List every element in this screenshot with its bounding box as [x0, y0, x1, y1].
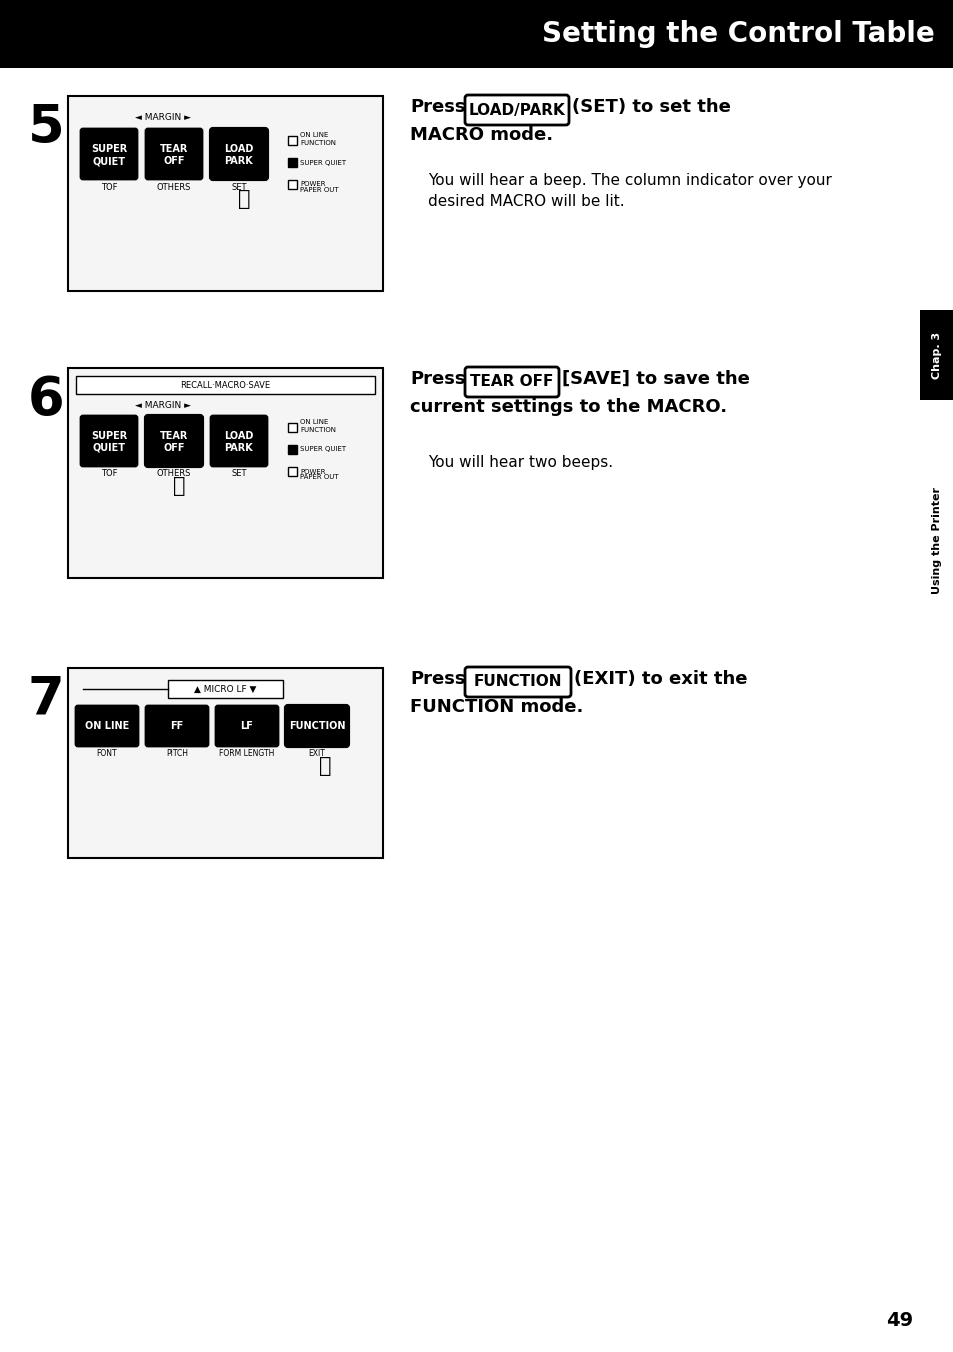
Text: FONT: FONT	[96, 749, 117, 758]
Text: SUPER QUIET: SUPER QUIET	[299, 446, 346, 453]
FancyBboxPatch shape	[211, 128, 267, 178]
FancyBboxPatch shape	[81, 128, 137, 178]
Text: LF: LF	[240, 721, 253, 731]
Bar	[288, 445, 296, 454]
Text: You will hear two beeps.: You will hear two beeps.	[428, 456, 613, 470]
Text: TEAR: TEAR	[160, 145, 188, 154]
Text: Press: Press	[410, 671, 465, 688]
Text: LOAD/PARK: LOAD/PARK	[468, 103, 565, 118]
Text: OFF: OFF	[163, 155, 185, 166]
Text: 5: 5	[28, 101, 65, 154]
Text: ✋: ✋	[172, 476, 185, 496]
Text: ON LINE: ON LINE	[299, 132, 328, 138]
Bar	[68, 368, 382, 579]
Bar	[919, 310, 953, 400]
FancyBboxPatch shape	[146, 706, 208, 746]
Bar	[288, 466, 296, 476]
Text: FUNCTION mode.: FUNCTION mode.	[410, 698, 583, 717]
Bar	[288, 423, 296, 433]
FancyBboxPatch shape	[146, 128, 202, 178]
Text: SUPER: SUPER	[91, 431, 127, 441]
Text: FF: FF	[171, 721, 183, 731]
Text: POWER: POWER	[299, 469, 325, 475]
Bar	[68, 96, 382, 291]
Text: Chap. 3: Chap. 3	[931, 331, 941, 379]
Text: PAPER OUT: PAPER OUT	[299, 475, 338, 480]
Text: PARK: PARK	[224, 443, 253, 453]
Text: FUNCTION: FUNCTION	[299, 141, 335, 146]
Text: POWER: POWER	[299, 181, 325, 188]
Text: PITCH: PITCH	[166, 749, 188, 758]
Text: LOAD: LOAD	[224, 431, 253, 441]
FancyBboxPatch shape	[76, 706, 138, 746]
Text: PAPER OUT: PAPER OUT	[299, 187, 338, 193]
Bar	[168, 680, 283, 698]
Text: ON LINE: ON LINE	[85, 721, 129, 731]
Text: QUIET: QUIET	[92, 155, 126, 166]
Text: SET: SET	[231, 469, 247, 479]
Text: (SET) to set the: (SET) to set the	[572, 97, 730, 116]
Bar	[68, 668, 382, 859]
FancyBboxPatch shape	[81, 416, 137, 466]
Text: SUPER QUIET: SUPER QUIET	[299, 160, 346, 165]
Text: 6: 6	[28, 375, 65, 426]
FancyBboxPatch shape	[211, 416, 267, 466]
FancyBboxPatch shape	[146, 416, 202, 466]
FancyBboxPatch shape	[464, 667, 571, 698]
FancyBboxPatch shape	[464, 366, 558, 397]
Bar	[76, 376, 375, 393]
Text: RECALL·MACRO·SAVE: RECALL·MACRO·SAVE	[180, 380, 271, 389]
Text: OTHERS: OTHERS	[156, 469, 191, 479]
Text: MACRO mode.: MACRO mode.	[410, 126, 553, 145]
Text: TOF: TOF	[101, 183, 117, 192]
Text: OFF: OFF	[163, 443, 185, 453]
Text: Press: Press	[410, 370, 465, 388]
Text: ▲ MICRO LF ▼: ▲ MICRO LF ▼	[194, 684, 256, 694]
Text: current settings to the MACRO.: current settings to the MACRO.	[410, 397, 726, 416]
Text: ✋: ✋	[318, 756, 331, 776]
Text: You will hear a beep. The column indicator over your
desired MACRO will be lit.: You will hear a beep. The column indicat…	[428, 173, 831, 210]
Text: FORM LENGTH: FORM LENGTH	[219, 749, 274, 758]
Text: EXIT: EXIT	[308, 749, 325, 758]
Text: PARK: PARK	[224, 155, 253, 166]
Text: Press: Press	[410, 97, 465, 116]
Text: OTHERS: OTHERS	[156, 183, 191, 192]
Text: SUPER: SUPER	[91, 145, 127, 154]
Text: FUNCTION: FUNCTION	[299, 427, 335, 433]
Text: 49: 49	[885, 1311, 913, 1330]
Text: QUIET: QUIET	[92, 443, 126, 453]
Text: (EXIT) to exit the: (EXIT) to exit the	[574, 671, 747, 688]
Text: 7: 7	[28, 675, 65, 726]
Text: ◄ MARGIN ►: ◄ MARGIN ►	[135, 402, 191, 411]
Text: ✋: ✋	[237, 189, 250, 210]
Text: ON LINE: ON LINE	[299, 419, 328, 425]
Text: [SAVE] to save the: [SAVE] to save the	[561, 370, 749, 388]
Text: TEAR: TEAR	[160, 431, 188, 441]
Text: FUNCTION: FUNCTION	[474, 675, 561, 690]
Text: LOAD: LOAD	[224, 145, 253, 154]
Text: Setting the Control Table: Setting the Control Table	[541, 20, 934, 49]
Text: ◄ MARGIN ►: ◄ MARGIN ►	[135, 114, 191, 123]
Bar	[288, 137, 296, 145]
Text: TOF: TOF	[101, 469, 117, 479]
Text: SET: SET	[231, 183, 247, 192]
FancyBboxPatch shape	[464, 95, 568, 124]
Bar	[0, 0, 953, 68]
FancyBboxPatch shape	[215, 706, 277, 746]
Text: FUNCTION: FUNCTION	[289, 721, 345, 731]
Text: TEAR OFF: TEAR OFF	[470, 375, 553, 389]
Bar	[288, 158, 296, 168]
Text: Using the Printer: Using the Printer	[931, 487, 941, 594]
FancyBboxPatch shape	[286, 706, 348, 746]
Bar	[288, 180, 296, 189]
